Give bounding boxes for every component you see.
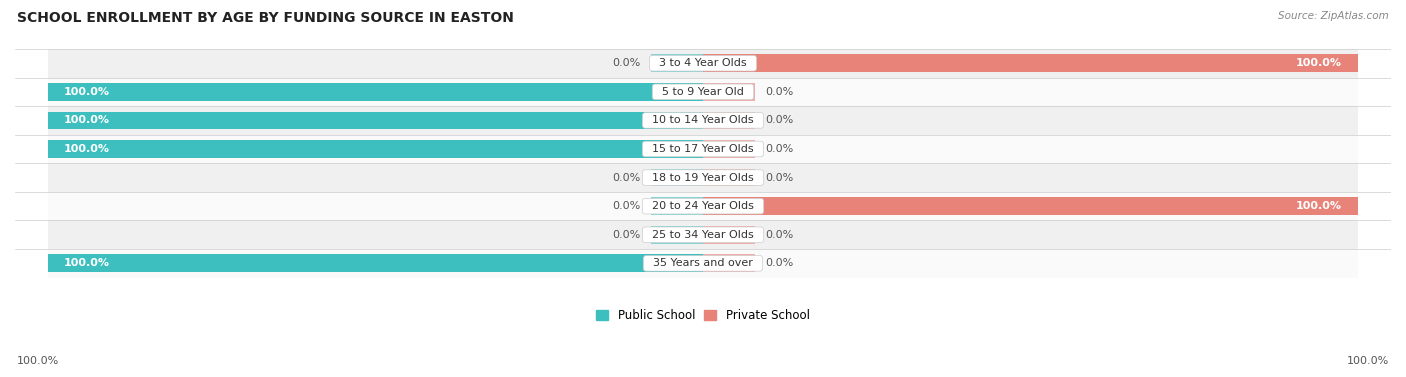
Bar [703,112,755,129]
Text: 0.0%: 0.0% [765,144,793,154]
Bar [651,112,703,129]
Text: 100.0%: 100.0% [1296,58,1341,68]
Bar [703,197,755,215]
Text: 0.0%: 0.0% [613,201,641,211]
Bar [48,78,1358,106]
Bar [651,140,703,158]
Text: 0.0%: 0.0% [765,115,793,126]
Bar [703,140,755,158]
Bar [703,54,1358,72]
Bar [703,54,755,72]
Text: 15 to 17 Year Olds: 15 to 17 Year Olds [645,144,761,154]
Text: SCHOOL ENROLLMENT BY AGE BY FUNDING SOURCE IN EASTON: SCHOOL ENROLLMENT BY AGE BY FUNDING SOUR… [17,11,513,25]
Text: 0.0%: 0.0% [613,230,641,240]
Text: 100.0%: 100.0% [65,144,110,154]
Text: Source: ZipAtlas.com: Source: ZipAtlas.com [1278,11,1389,21]
Bar [651,254,703,272]
Text: 100.0%: 100.0% [17,356,59,366]
Legend: Public School, Private School: Public School, Private School [596,309,810,322]
Bar [48,112,703,129]
Bar [48,221,1358,249]
Bar [48,49,1358,78]
Text: 0.0%: 0.0% [765,87,793,97]
Bar [703,83,755,101]
Bar [48,140,703,158]
Bar [48,83,703,101]
Text: 35 Years and over: 35 Years and over [647,258,759,268]
Text: 0.0%: 0.0% [765,258,793,268]
Text: 25 to 34 Year Olds: 25 to 34 Year Olds [645,230,761,240]
Text: 100.0%: 100.0% [65,115,110,126]
Text: 0.0%: 0.0% [765,173,793,182]
Bar [48,163,1358,192]
Bar [703,226,755,244]
Bar [651,197,703,215]
Text: 0.0%: 0.0% [765,230,793,240]
Bar [651,169,703,187]
Bar [48,135,1358,163]
Text: 0.0%: 0.0% [613,58,641,68]
Bar [703,254,755,272]
Text: 100.0%: 100.0% [65,258,110,268]
Text: 0.0%: 0.0% [613,173,641,182]
Text: 3 to 4 Year Olds: 3 to 4 Year Olds [652,58,754,68]
Bar [48,106,1358,135]
Text: 10 to 14 Year Olds: 10 to 14 Year Olds [645,115,761,126]
Bar [651,83,703,101]
Text: 100.0%: 100.0% [65,87,110,97]
Text: 18 to 19 Year Olds: 18 to 19 Year Olds [645,173,761,182]
Text: 100.0%: 100.0% [1347,356,1389,366]
Bar [651,54,703,72]
Bar [48,192,1358,221]
Bar [703,169,755,187]
Text: 100.0%: 100.0% [1296,201,1341,211]
Bar [703,197,1358,215]
Bar [48,254,703,272]
Text: 20 to 24 Year Olds: 20 to 24 Year Olds [645,201,761,211]
Bar [48,249,1358,277]
Text: 5 to 9 Year Old: 5 to 9 Year Old [655,87,751,97]
Bar [651,226,703,244]
